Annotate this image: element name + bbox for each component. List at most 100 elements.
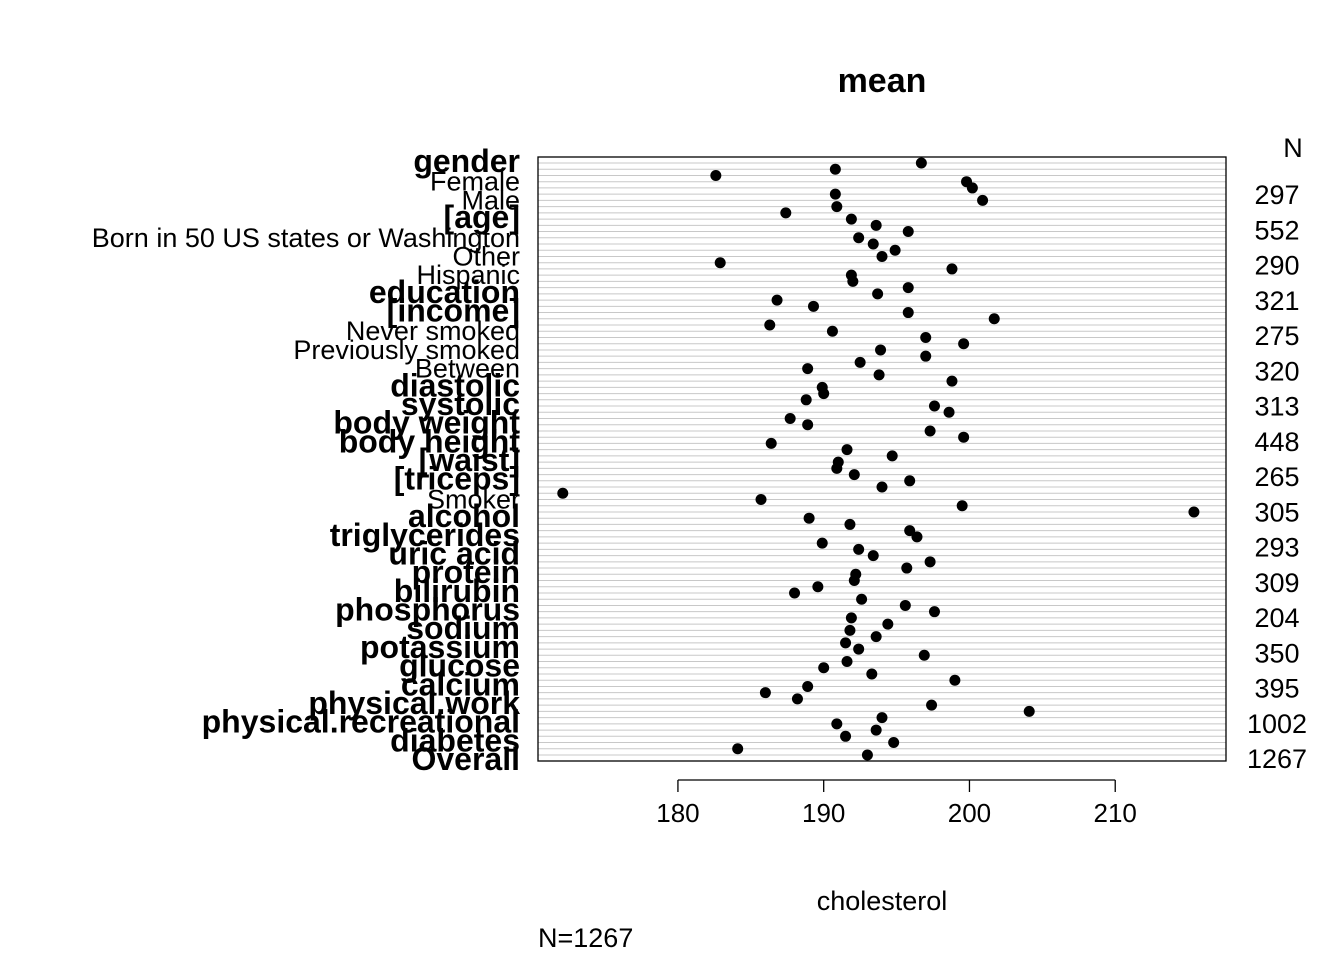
data-point (875, 344, 887, 356)
row-label: diastolic (390, 367, 520, 403)
data-point (949, 674, 961, 686)
data-point (920, 331, 932, 343)
data-point (818, 662, 830, 674)
n-value: 448 (1254, 427, 1299, 457)
data-point (902, 226, 914, 238)
data-point (847, 275, 859, 287)
data-point (915, 157, 927, 169)
x-axis: 180 190 200 210 (656, 779, 1137, 828)
row-label: Born in 50 US states or Washington (92, 223, 520, 253)
data-points (557, 157, 1200, 761)
row-label: Between (415, 354, 520, 384)
row-label: protein (412, 554, 520, 590)
row-label: [waist] (419, 442, 520, 478)
chart-title: mean (838, 62, 927, 100)
n-value: 313 (1254, 392, 1299, 422)
data-point (956, 500, 968, 512)
data-point (845, 213, 857, 225)
x-tick-label: 190 (802, 798, 845, 828)
row-label: diabetes (390, 722, 520, 758)
data-point (861, 749, 873, 761)
data-point (977, 194, 989, 206)
data-point (732, 743, 744, 755)
data-point (829, 163, 841, 175)
n-value: 293 (1254, 533, 1299, 563)
n-value: 290 (1254, 251, 1299, 281)
footnote: N=1267 (538, 923, 633, 953)
row-label: phosphorus (335, 592, 520, 628)
n-value: 321 (1254, 286, 1299, 316)
row-label: Overall (411, 741, 520, 777)
data-point (848, 469, 860, 481)
data-point (831, 201, 843, 213)
data-point (888, 737, 900, 749)
row-label: bilirubin (394, 573, 520, 609)
data-point (826, 325, 838, 337)
data-point (876, 250, 888, 262)
n-value: 305 (1254, 497, 1299, 527)
row-label: potassium (360, 629, 520, 665)
data-point (920, 350, 932, 362)
row-label: Never smoked (346, 316, 520, 346)
data-point (904, 475, 916, 487)
data-point (802, 363, 814, 375)
row-label: Other (452, 241, 520, 271)
data-point (784, 412, 796, 424)
data-point (789, 587, 801, 599)
row-label: Smoker (427, 484, 520, 514)
data-point (870, 724, 882, 736)
n-column-header: N (1283, 133, 1303, 163)
row-label: [age] (444, 199, 520, 235)
n-value: 395 (1254, 674, 1299, 704)
row-label: gender (413, 143, 520, 179)
data-point (882, 618, 894, 630)
n-value: 309 (1254, 568, 1299, 598)
data-point (831, 462, 843, 474)
data-point (853, 543, 865, 555)
data-point (840, 637, 852, 649)
data-point (870, 219, 882, 231)
data-point (807, 300, 819, 312)
data-point (844, 518, 856, 530)
data-point (966, 182, 978, 194)
plot-frame (537, 156, 1227, 762)
data-point (812, 581, 824, 593)
row-label: physical.recreational (202, 704, 520, 740)
data-point (928, 400, 940, 412)
data-point (876, 712, 888, 724)
n-values: 297 552 290 321 275 320 313 448 265 305 293 309 204 3… (1247, 180, 1307, 774)
row-label: body weight (333, 405, 520, 441)
data-point (873, 369, 885, 381)
row-label: physical.work (308, 685, 520, 721)
data-point (886, 450, 898, 462)
data-point (818, 388, 830, 400)
data-point (853, 232, 865, 244)
grid-lines (538, 162, 1226, 756)
data-point (958, 338, 970, 350)
data-point (854, 356, 866, 368)
n-value: 204 (1254, 603, 1299, 633)
data-point (841, 444, 853, 456)
data-point (876, 481, 888, 493)
data-point (802, 419, 814, 431)
row-label: body height (339, 423, 521, 459)
data-point (802, 680, 814, 692)
data-point (816, 537, 828, 549)
data-point (845, 612, 857, 624)
data-point (926, 699, 938, 711)
data-point (771, 294, 783, 306)
row-label: Hispanic (416, 260, 520, 290)
row-label: triglycerides (330, 517, 520, 553)
data-point (800, 394, 812, 406)
data-point (841, 656, 853, 668)
data-point (866, 668, 878, 680)
row-label: sodium (406, 610, 520, 646)
data-point (958, 431, 970, 443)
row-label: [triceps] (394, 461, 520, 497)
data-point (904, 525, 916, 537)
row-label: Female (430, 167, 520, 197)
x-tick-label: 210 (1094, 798, 1137, 828)
data-point (848, 575, 860, 587)
